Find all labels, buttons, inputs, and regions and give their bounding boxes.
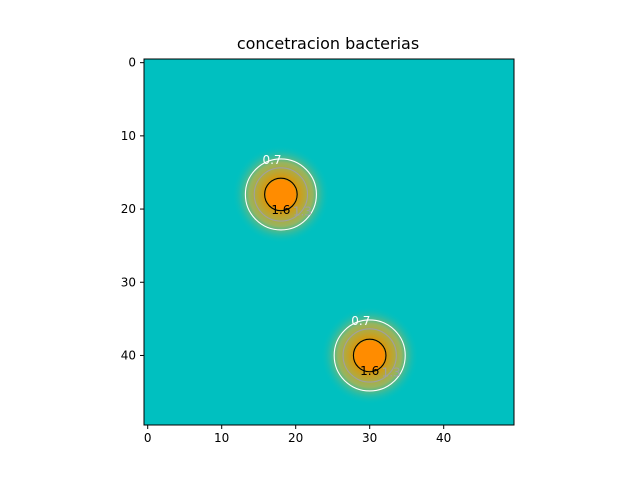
x-axis: 0 10 20 30 40 xyxy=(144,425,451,445)
contour-0.7-colony-1 xyxy=(244,158,317,231)
x-tick-label: 20 xyxy=(288,431,303,445)
y-tick-label: 40 xyxy=(121,348,136,362)
colony-core-1 xyxy=(266,179,296,210)
contour-label: 1.3 xyxy=(382,365,401,379)
contour-1.3-colony-2 xyxy=(342,328,397,383)
contour-label: 1.3 xyxy=(293,204,312,218)
y-axis: 0 10 20 30 40 xyxy=(121,56,144,362)
contour-1.3-colony-1 xyxy=(253,167,309,222)
colony-core-2 xyxy=(354,340,385,371)
plot-area: 0.71.31.60.71.31.6 xyxy=(143,58,515,426)
y-tick-label: 30 xyxy=(121,275,136,289)
contour-label: 0.7 xyxy=(262,153,281,167)
contour-0.7-colony-2 xyxy=(333,319,406,392)
y-tick-label: 10 xyxy=(121,129,136,143)
x-tick-label: 10 xyxy=(214,431,229,445)
y-tick-label: 0 xyxy=(128,56,136,70)
x-tick-label: 0 xyxy=(144,431,152,445)
contour-label: 1.6 xyxy=(271,203,290,217)
y-tick-label: 20 xyxy=(121,202,136,216)
x-tick-label: 30 xyxy=(362,431,377,445)
chart-title: concetracion bacterias xyxy=(237,34,419,53)
contour-1.6-colony-1 xyxy=(264,177,298,212)
x-tick-label: 40 xyxy=(436,431,451,445)
contour-label: 0.7 xyxy=(351,314,370,328)
contour-label: 1.6 xyxy=(360,364,379,378)
contour-1.6-colony-2 xyxy=(352,338,387,373)
axes-frame xyxy=(143,58,515,426)
